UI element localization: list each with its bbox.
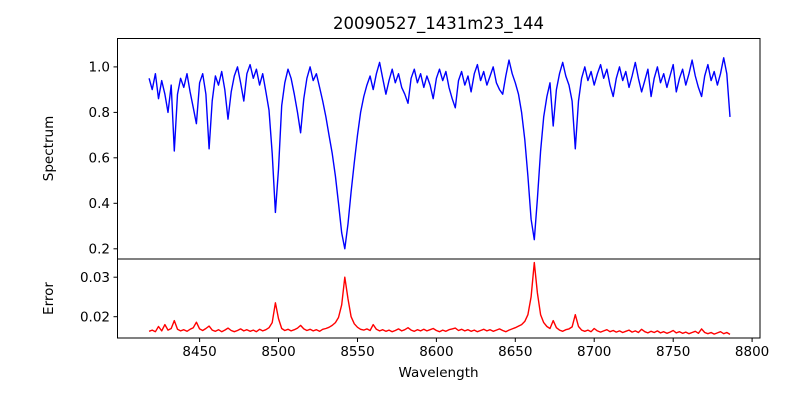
plot-area: 1.0 0.8 0.6 0.4 0.2 0.03 0.02 8450 8500 8550 8600 8…: [80, 38, 769, 360]
error-y-tick-label: 0.03: [80, 270, 110, 286]
x-tick-label: 8450: [182, 344, 216, 360]
plot-title: 20090527_1431m23_144: [333, 14, 544, 34]
error-axis-label: Error: [41, 282, 57, 315]
error-line: [148, 261, 731, 336]
x-tick-label: 8500: [261, 344, 295, 360]
spectrum-y-tick-label: 0.8: [89, 105, 110, 121]
spectrum-y-tick-label: 0.2: [89, 242, 110, 258]
spectrum-y-tick-label: 1.0: [89, 60, 110, 76]
x-tick-label: 8750: [656, 344, 690, 360]
spectrum-line: [148, 57, 731, 250]
x-tick-label: 8550: [340, 344, 374, 360]
x-tick-label: 8700: [577, 344, 611, 360]
error-y-tick-label: 0.02: [80, 310, 110, 326]
spectrum-axis-label: Spectrum: [41, 116, 57, 181]
wavelength-axis-label: Wavelength: [398, 365, 478, 381]
x-tick-label: 8650: [498, 344, 532, 360]
spectrum-y-tick-label: 0.4: [89, 196, 110, 212]
spectrum-y-tick-label: 0.6: [89, 151, 110, 167]
x-tick-label: 8800: [735, 344, 769, 360]
x-tick-label: 8600: [419, 344, 453, 360]
error-axes-spine: [117, 258, 761, 339]
